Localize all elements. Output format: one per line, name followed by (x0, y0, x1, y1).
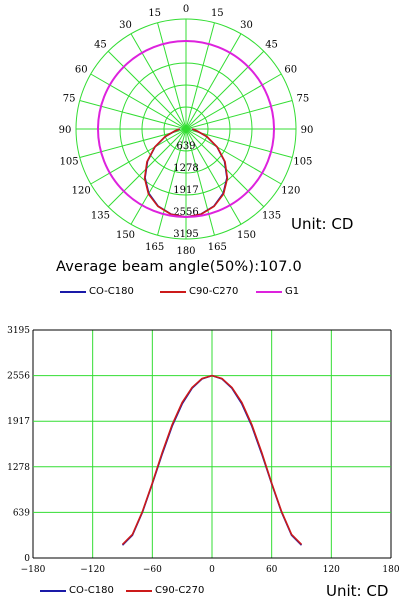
polar-angle-label-left-90: 90 (59, 125, 72, 136)
polar-angle-label-right-15: 15 (211, 8, 224, 19)
beam-angle-label: Average beam angle(50%):107.0 (56, 259, 302, 275)
x-tick-label--60: −60 (143, 565, 162, 575)
x-tick-label-180: 180 (382, 565, 399, 575)
x-tick-labels: −180 −120 −60 0 60 120 180 (21, 565, 400, 575)
polar-spoke-300 (90, 128, 187, 185)
polar-spoke-345 (157, 128, 187, 236)
y-tick-label-639: 639 (13, 508, 30, 518)
legend-swatch-c0-c180 (60, 290, 86, 293)
y-tick-label-1917: 1917 (7, 417, 30, 427)
polar-spoke-120 (185, 73, 282, 130)
cartesian-series-c90-c270 (121, 374, 303, 546)
polar-spoke-150 (185, 33, 242, 130)
polar-spoke-135 (185, 50, 265, 130)
legend-label-g1: G1 (285, 286, 300, 297)
polar-angle-label-right-165: 165 (208, 242, 227, 253)
polar-unit-label: Unit: CD (291, 215, 354, 233)
polar-angle-label-left-135: 135 (91, 211, 110, 222)
polar-legend: CO-C180 C90-C270 G1 (60, 286, 360, 300)
x-tick-label-60: 60 (266, 565, 278, 575)
y-tick-label-2556: 2556 (7, 372, 30, 382)
legend-label-c0-c180-bottom: CO-C180 (69, 585, 114, 596)
x-tick-label--180: −180 (21, 565, 46, 575)
cartesian-grid (32, 329, 392, 559)
legend-item-c0-c180: CO-C180 (60, 286, 134, 297)
polar-spoke-255 (79, 100, 187, 130)
y-tick-label-0: 0 (24, 554, 30, 564)
legend-item-g1: G1 (256, 286, 299, 297)
y-tick-labels: 0 639 1278 1917 2556 3195 (7, 326, 30, 564)
polar-spoke-15 (185, 128, 215, 236)
polar-angle-label-right-60: 60 (284, 65, 297, 76)
legend-swatch-g1 (256, 290, 282, 293)
polar-angle-label-left-180: 180 (176, 246, 195, 257)
polar-radial-label-3195: 3195 (173, 229, 198, 240)
polar-spoke-225 (107, 50, 187, 130)
polar-spoke-165 (185, 22, 215, 130)
polar-series-g1 (97, 40, 275, 218)
y-tick-label-1278: 1278 (7, 463, 30, 473)
polar-radial-label-2556: 2556 (173, 207, 198, 218)
polar-radial-labels: 639 1278 1917 2556 3195 (173, 141, 198, 240)
polar-angle-label-right-150: 150 (237, 230, 256, 241)
x-tick-label-0: 0 (209, 565, 215, 575)
polar-radial-label-1917: 1917 (173, 185, 198, 196)
legend-label-c90-c270: C90-C270 (189, 286, 239, 297)
polar-angle-label-right-30: 30 (240, 20, 253, 31)
polar-spoke-285 (79, 128, 187, 158)
legend-swatch-c90-c270 (160, 290, 186, 293)
legend-swatch-c90-c270-bottom (126, 589, 152, 592)
polar-angle-label-left-75: 75 (63, 94, 76, 105)
cartesian-unit-label: Unit: CD (326, 582, 389, 600)
polar-angle-label-right-105: 105 (293, 156, 312, 167)
polar-angle-label-right-45: 45 (265, 39, 278, 50)
polar-spoke-105 (185, 100, 293, 130)
x-tick-label--120: −120 (80, 565, 105, 575)
polar-spoke-330 (130, 128, 187, 225)
polar-angle-label-left-0: 0 (183, 4, 189, 15)
polar-angle-label-left-15: 15 (148, 8, 161, 19)
polar-angle-label-left-120: 120 (72, 186, 91, 197)
polar-angle-label-right-90: 90 (301, 125, 314, 136)
polar-spoke-30 (185, 128, 242, 225)
legend-item-c90-c270: C90-C270 (160, 286, 238, 297)
cartesian-legend: CO-C180 C90-C270 (40, 585, 240, 599)
polar-spoke-195 (157, 22, 187, 130)
polar-spoke-60 (185, 128, 282, 185)
legend-swatch-c0-c180-bottom (40, 589, 66, 592)
polar-angle-label-left-60: 60 (75, 65, 88, 76)
polar-angle-label-right-120: 120 (281, 186, 300, 197)
polar-spoke-240 (90, 73, 187, 130)
y-tick-label-3195: 3195 (7, 326, 30, 336)
cartesian-chart: −180 −120 −60 0 60 120 180 0 639 1278 1917 2556 3195 (7, 326, 400, 575)
polar-radial-label-639: 639 (176, 141, 195, 152)
polar-spoke-210 (130, 33, 187, 130)
x-tick-label-120: 120 (323, 565, 340, 575)
legend-item-c0-c180-bottom: CO-C180 (40, 585, 114, 596)
polar-grid (75, 18, 297, 240)
polar-angle-label-left-30: 30 (119, 20, 132, 31)
polar-angle-label-left-105: 105 (60, 156, 79, 167)
polar-angle-label-right-75: 75 (297, 94, 310, 105)
polar-angle-label-right-135: 135 (262, 211, 281, 222)
polar-radial-label-1278: 1278 (173, 163, 198, 174)
polar-angle-label-left-150: 150 (116, 230, 135, 241)
polar-angle-label-left-165: 165 (145, 242, 164, 253)
polar-angle-label-left-45: 45 (94, 39, 107, 50)
polar-spoke-75 (185, 128, 293, 158)
legend-label-c0-c180: CO-C180 (89, 286, 134, 297)
legend-item-c90-c270-bottom: C90-C270 (126, 585, 204, 596)
legend-label-c90-c270-bottom: C90-C270 (155, 585, 205, 596)
